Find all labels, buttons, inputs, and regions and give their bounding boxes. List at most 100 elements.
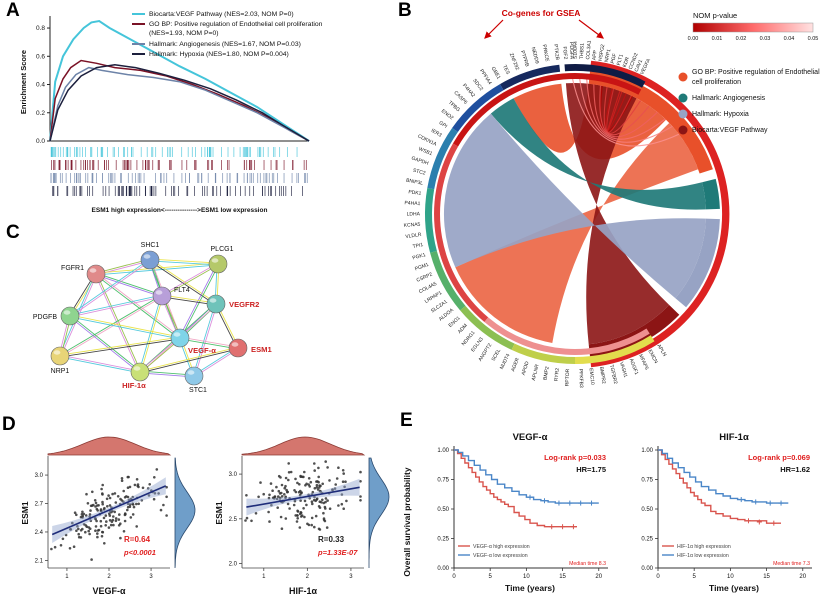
scatter-point <box>100 509 103 513</box>
scatter-point <box>71 521 74 525</box>
scatter-point <box>307 477 311 480</box>
km-legend-label: VEGF-α high expression <box>473 544 530 550</box>
category-arc-hypoxia <box>675 218 720 308</box>
legend-swatch <box>132 23 145 26</box>
scatter-point <box>153 476 156 479</box>
gene-label: PRKCE <box>541 44 550 63</box>
scatter-point <box>155 468 159 471</box>
x-tick-label: 10 <box>523 574 530 580</box>
scatter-point <box>280 491 283 495</box>
scatter-point <box>292 503 296 507</box>
x-tick-label: 15 <box>559 574 566 580</box>
legend-entry: GO BP: Positive regulation of Endothelia… <box>132 20 324 38</box>
x-tick-label: 3 <box>149 574 153 580</box>
legend-swatch <box>132 13 145 15</box>
colorbar-tick-label: 0.02 <box>736 36 747 42</box>
scatter-point <box>270 503 273 507</box>
scatter-point <box>254 512 258 515</box>
scatter-point <box>132 505 136 509</box>
network-node <box>170 328 190 348</box>
x-tick-label: 1 <box>262 574 266 580</box>
scatter-point <box>123 519 127 523</box>
scatter-point <box>294 477 297 481</box>
x-tick-label: 5 <box>693 574 697 580</box>
node-highlight <box>155 290 163 295</box>
category-legend-dot <box>678 125 688 135</box>
x-axis-title: Time (years) <box>505 583 555 593</box>
scatter-point <box>88 527 92 530</box>
gene-label: FGF2 <box>561 46 568 59</box>
y-axis-title: ESM1 <box>20 501 30 524</box>
gene-label: KCNA5 <box>403 222 420 229</box>
correlation-r: R=0.64 <box>124 535 151 544</box>
scatter-point <box>128 485 132 489</box>
scatter-point <box>283 486 286 490</box>
node-highlight <box>63 310 71 315</box>
scatter-point <box>94 529 97 532</box>
node-label: HIF-1α <box>122 381 146 390</box>
category-legend-dot <box>678 72 688 82</box>
scatter-point <box>111 518 115 522</box>
correlation-p: p=1.33E-07 <box>317 548 358 557</box>
co-gene-strand <box>586 79 666 140</box>
scatter-point <box>322 501 325 505</box>
logrank-annotation: Log-rank p=0.069 <box>748 453 810 462</box>
scatter-point <box>275 497 279 501</box>
scatter-point <box>94 525 98 528</box>
y-axis-title: ESM1 <box>214 501 224 524</box>
scatter-point <box>126 502 130 506</box>
network-edge <box>180 264 220 339</box>
panel-c-ppi-network: FGFR1 SHC1 PLCG1 FLT4 VEGFR2 PDGFB VEGF-α ESM1 N… <box>33 242 273 394</box>
y-tick-label: 2.1 <box>35 558 44 564</box>
scatter-point <box>295 520 299 523</box>
network-edge <box>60 338 181 358</box>
scatter-point <box>108 504 112 507</box>
colorbar-label: NOM p-value <box>693 11 737 20</box>
scatter-point <box>84 514 88 517</box>
y-tick-label: 2.7 <box>35 502 44 508</box>
km-subpanel: HIF-1α 0.00 0.25 0.50 0.75 1.00 0 5 10 15 20 Time (… <box>641 432 812 593</box>
y-tick-label: 0.2 <box>36 110 45 117</box>
scatter-point <box>284 484 287 488</box>
scatter-point <box>279 515 283 519</box>
chord-ribbon <box>490 98 706 210</box>
scatter-point <box>342 472 345 475</box>
network-edge <box>194 304 218 377</box>
category-legend-dot <box>678 109 688 119</box>
network-edge <box>138 295 162 372</box>
x-tick-label: 15 <box>763 574 770 580</box>
scatter-point <box>100 534 104 538</box>
km-title: VEGF-α <box>513 432 548 443</box>
scatter-point <box>68 547 72 550</box>
scatter-point <box>101 492 104 495</box>
gene-label: COL3A1 <box>585 40 593 60</box>
scatter-point <box>101 500 104 504</box>
gene-label: APOD <box>521 360 531 376</box>
scatter-point <box>341 480 345 483</box>
network-edge <box>162 264 219 298</box>
scatter-point <box>304 484 307 487</box>
colorbar-tick-label: 0.05 <box>808 36 819 42</box>
scatter-point <box>267 496 271 500</box>
scatter-point <box>315 483 319 487</box>
scatter-point <box>300 491 303 494</box>
scatter-point <box>111 492 114 496</box>
node-highlight <box>89 268 97 273</box>
gene-label: GBE1 <box>490 66 502 81</box>
scatter-point <box>289 470 293 474</box>
enrichment-curve <box>49 59 310 142</box>
scatter-point <box>89 504 93 508</box>
scatter-point <box>288 507 291 510</box>
marginal-density-right <box>174 457 196 569</box>
panel-d-correlation-plots: 1 2 32.12.42.73.0R=0.64p<0.0001VEGF-αESM11… <box>20 436 390 596</box>
y-tick-label: 2.4 <box>35 530 44 536</box>
scatter-point <box>245 516 249 520</box>
gene-ring-segment <box>460 305 515 350</box>
x-tick-label: 1 <box>65 574 69 580</box>
scatter-point <box>271 496 275 500</box>
network-node <box>140 250 160 270</box>
scatter-point <box>313 487 317 490</box>
gene-label: BMPR2 <box>598 366 607 384</box>
scatter-point <box>107 494 110 497</box>
legend-entry: Biocarta:VEGF Pathway (NES=2.03, NOM P=0… <box>132 10 324 19</box>
